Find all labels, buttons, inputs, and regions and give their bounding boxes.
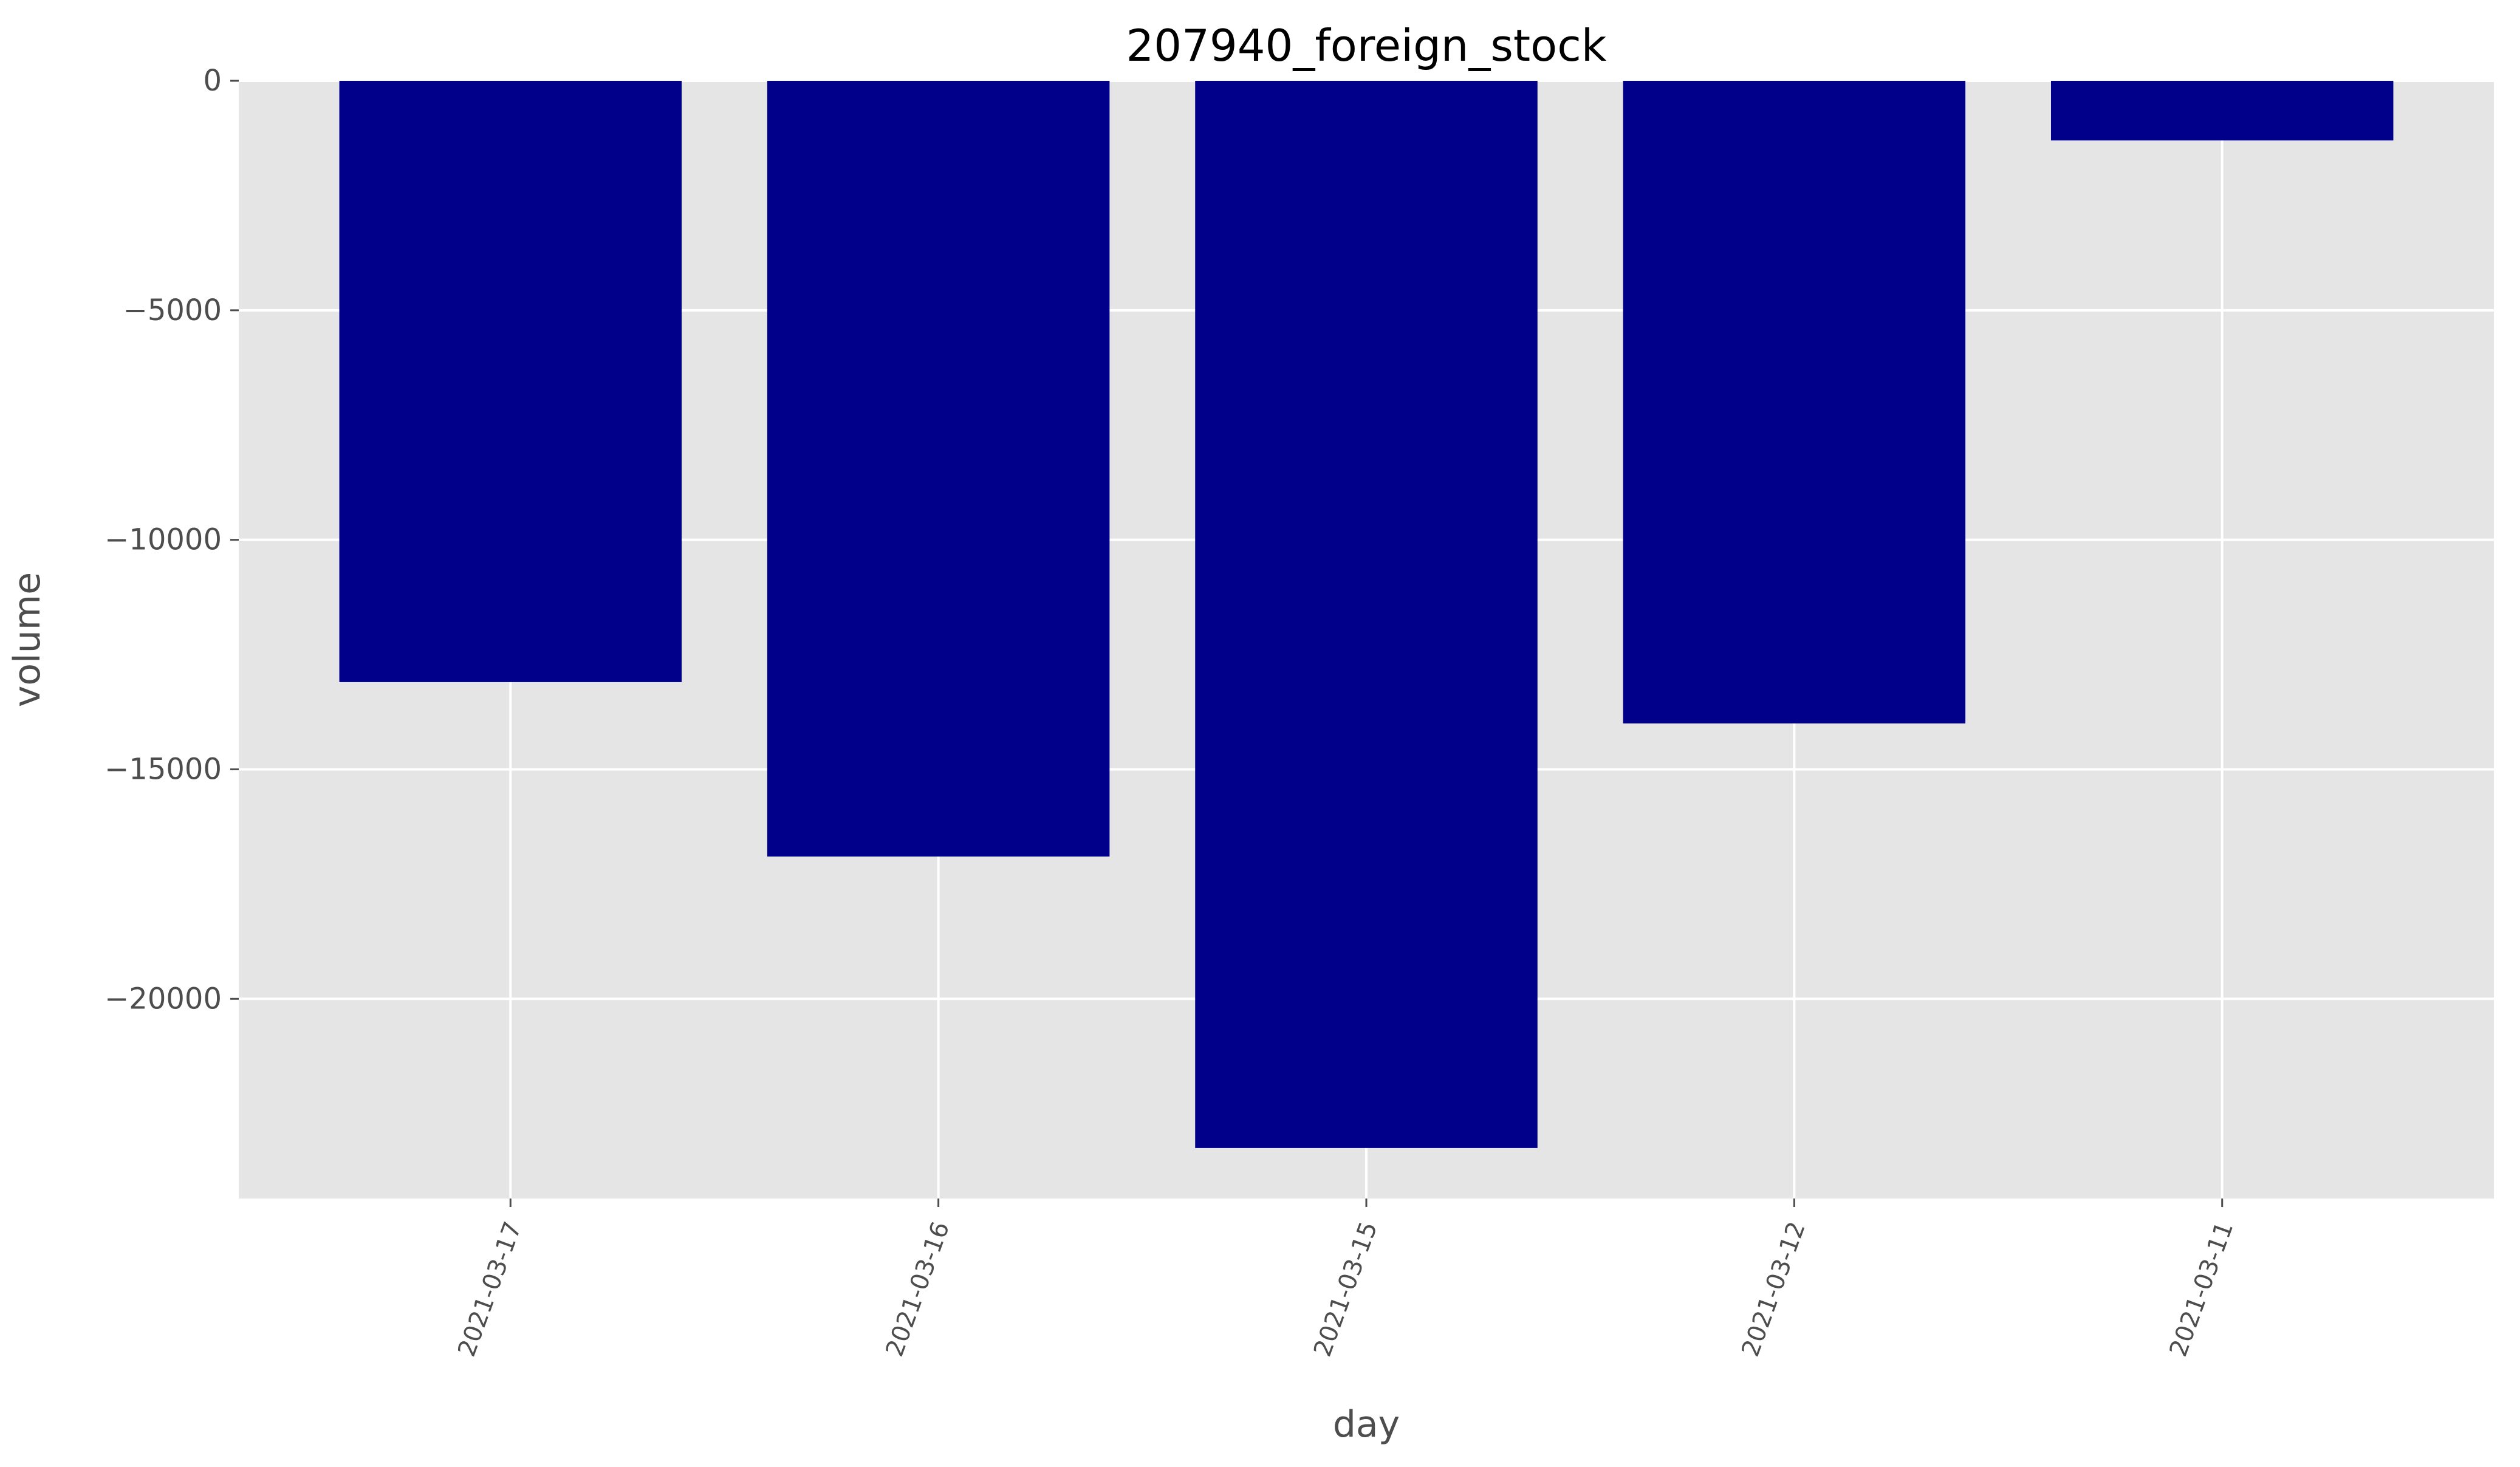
y-axis-ticks: 0 −5000 −10000 −15000 −20000: [104, 64, 239, 1016]
bar: [1195, 81, 1538, 1148]
bar: [1623, 81, 1966, 723]
x-tick-label: 2021-03-16: [881, 1218, 956, 1360]
bar: [339, 81, 682, 682]
y-tick-label: 0: [203, 64, 222, 98]
x-tick-label: 2021-03-15: [1309, 1218, 1383, 1360]
chart-title: 207940_foreign_stock: [1126, 20, 1607, 71]
y-tick-label: −10000: [104, 523, 222, 557]
x-axis-ticks: 2021-03-17 2021-03-16 2021-03-15 2021-03-12…: [453, 1199, 2239, 1360]
y-tick-label: −5000: [123, 293, 222, 327]
x-tick-label: 2021-03-17: [453, 1218, 527, 1360]
bar: [2050, 81, 2394, 141]
bars: [339, 81, 2394, 1148]
x-axis-label: day: [1333, 1403, 1400, 1446]
y-tick-label: −15000: [104, 752, 222, 786]
x-tick-label: 2021-03-11: [2165, 1218, 2239, 1360]
y-tick-label: −20000: [104, 982, 222, 1016]
x-tick-label: 2021-03-12: [1736, 1218, 1811, 1360]
bar: [767, 81, 1110, 857]
y-axis-label: volume: [6, 572, 49, 707]
